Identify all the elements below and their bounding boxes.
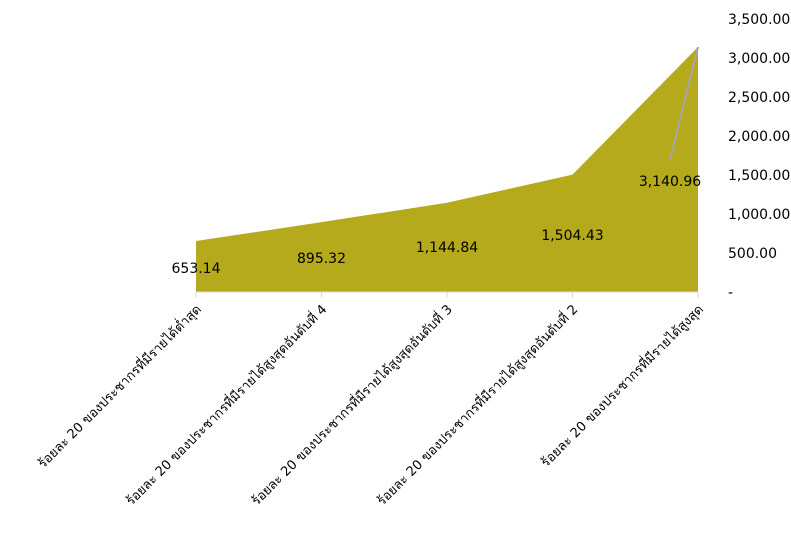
y-tick-label: 2,500.00 — [728, 90, 790, 106]
y-tick-label: - — [728, 285, 733, 301]
x-axis: ร้อยละ 20 ของประชากรที่มีรายได้ต่ำสุดร้อ… — [34, 291, 707, 509]
y-tick-label: 3,000.00 — [728, 51, 790, 67]
leader-line — [669, 46, 699, 161]
data-label: 1,144.84 — [416, 240, 478, 256]
data-label: 653.14 — [172, 261, 221, 277]
data-labels: 653.14 895.32 1,144.84 1,504.43 3,140.96 — [172, 46, 701, 277]
y-tick-label: 2,000.00 — [728, 129, 790, 145]
y-axis: - 500.00 1,000.00 1,500.00 2,000.00 2,500.00 3… — [728, 12, 790, 301]
category-label: ร้อยละ 20 ของประชากรที่มีรายได้สูงสุดอัน… — [248, 301, 456, 509]
data-label: 3,140.96 — [639, 174, 701, 190]
data-label: 1,504.43 — [541, 228, 603, 244]
category-label: ร้อยละ 20 ของประชากรที่มีรายได้สูงสุดอัน… — [373, 301, 581, 509]
y-tick-label: 500.00 — [728, 246, 777, 262]
y-tick-label: 1,500.00 — [728, 168, 790, 184]
y-tick-label: 3,500.00 — [728, 12, 790, 28]
data-label: 895.32 — [297, 251, 346, 267]
y-tick-label: 1,000.00 — [728, 207, 790, 223]
category-label: ร้อยละ 20 ของประชากรที่มีรายได้สูงสุดอัน… — [122, 301, 330, 509]
area-series — [196, 47, 698, 292]
plot-area — [196, 47, 698, 292]
